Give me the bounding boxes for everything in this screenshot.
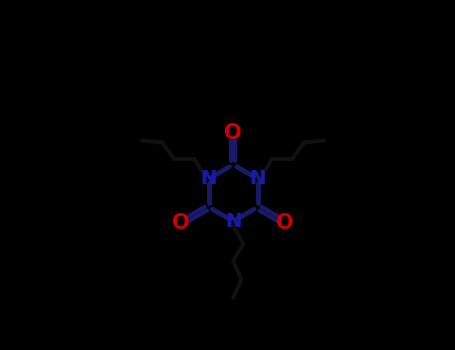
Text: N: N — [225, 212, 241, 231]
Text: O: O — [172, 213, 190, 233]
Text: O: O — [277, 213, 294, 233]
Text: N: N — [225, 212, 241, 231]
Text: N: N — [201, 169, 217, 188]
Text: O: O — [224, 123, 242, 143]
Text: N: N — [201, 169, 217, 188]
Text: N: N — [250, 169, 266, 188]
Text: N: N — [250, 169, 266, 188]
